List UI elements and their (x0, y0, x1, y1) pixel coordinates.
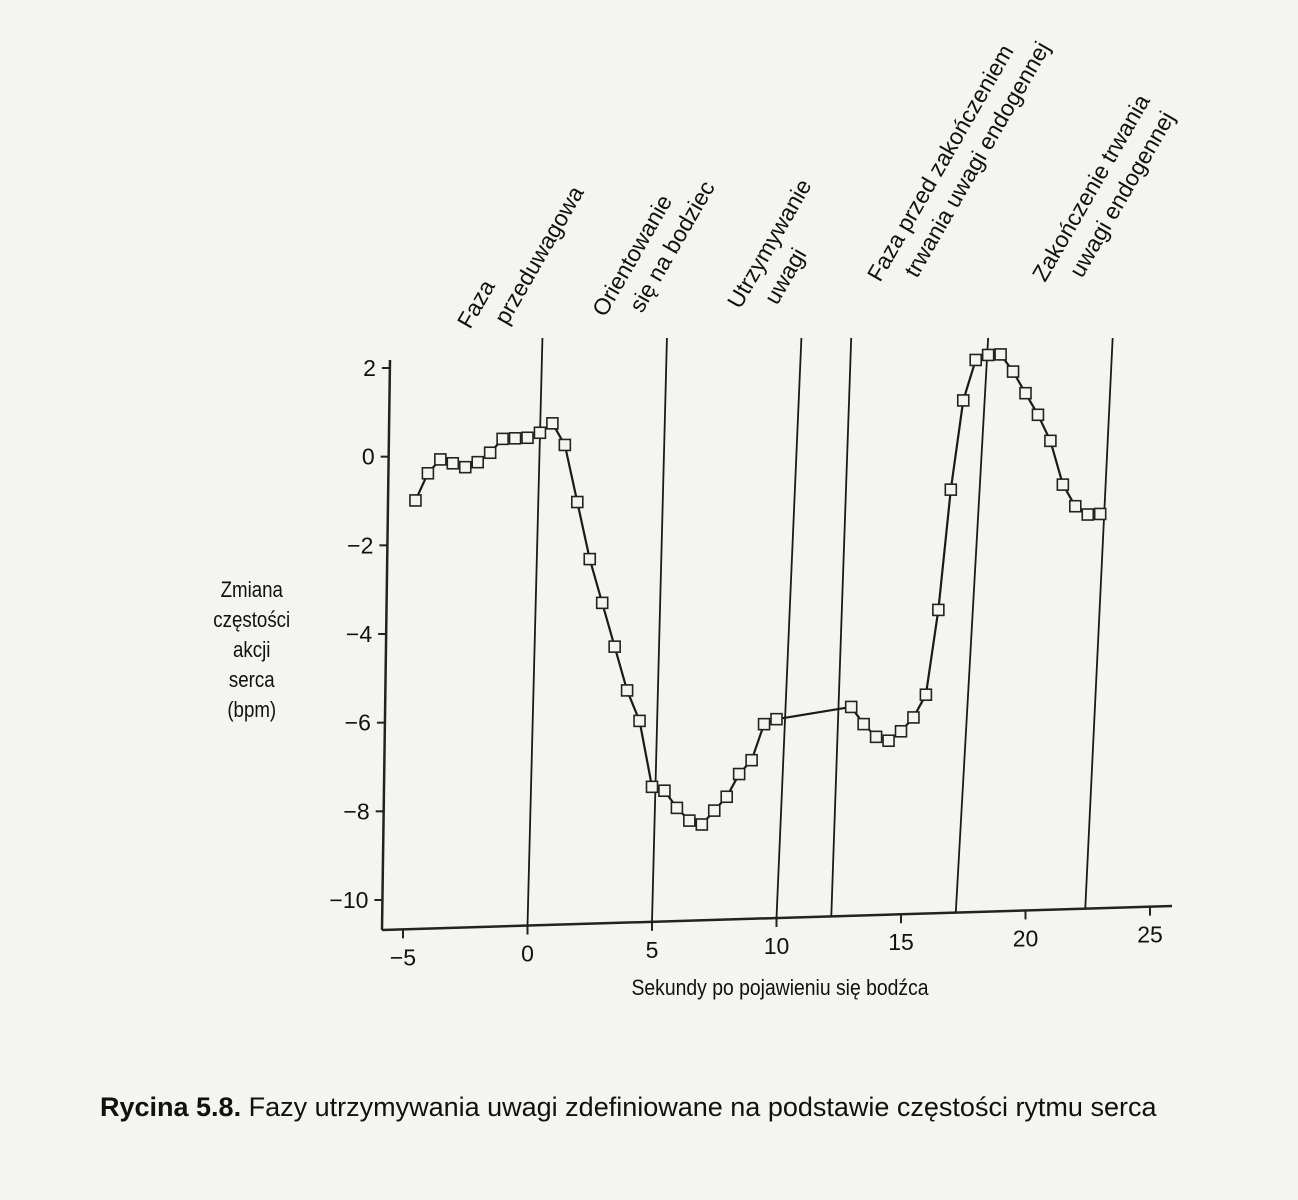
data-point (1093, 507, 1107, 521)
data-point (595, 596, 609, 610)
data-point (409, 494, 422, 507)
data-point (994, 348, 1007, 361)
data-point (745, 753, 758, 767)
phase-boundary-line (651, 337, 668, 922)
data-point (608, 640, 621, 653)
data-point (1056, 478, 1070, 491)
data-point (683, 814, 696, 827)
data-point (1081, 508, 1095, 521)
data-point (583, 552, 597, 566)
phase-boundary-line (830, 337, 853, 917)
y-axis-label-line: serca (228, 667, 275, 692)
y-axis-line (380, 359, 392, 931)
phase-label-line: przeduwagowa (489, 181, 589, 328)
figure-caption: Rycina 5.8. Fazy utrzymywania uwagi zdef… (100, 1090, 1270, 1124)
caption-text: Fazy utrzymywania uwagi zdefiniowane na … (241, 1092, 1157, 1122)
data-point (1044, 434, 1057, 448)
data-point (658, 784, 671, 798)
data-point (894, 724, 908, 738)
phase-boundary-line (1084, 337, 1114, 909)
phase-label-line: Faza (452, 275, 500, 332)
data-point (1069, 499, 1082, 513)
data-point (446, 456, 460, 470)
data-point (633, 714, 646, 728)
y-tick-label: −2 (347, 532, 373, 558)
y-tick-label: 0 (362, 444, 375, 470)
data-point (857, 717, 870, 731)
data-point (1031, 408, 1045, 422)
data-point (969, 353, 983, 367)
data-point (1019, 386, 1032, 400)
y-tick-label: −6 (345, 710, 371, 736)
data-point (707, 804, 721, 817)
axes (374, 359, 1173, 939)
phase-boundary-line (775, 337, 803, 919)
data-point (720, 790, 734, 804)
data-point (932, 603, 945, 617)
x-tick-label: 5 (646, 937, 659, 963)
data-point (546, 417, 559, 430)
data-point (458, 460, 472, 474)
y-axis-label-line: akcji (233, 637, 271, 662)
data-point (620, 684, 634, 697)
markers (409, 348, 1107, 831)
y-tick-label: −8 (343, 798, 369, 824)
data-point (471, 455, 485, 469)
heart-rate-line (414, 422, 777, 826)
data-point (508, 432, 522, 445)
x-tick-label: 25 (1137, 922, 1163, 948)
data-point (907, 711, 920, 724)
y-axis-label: Zmiana częstości akcji serca (bpm) (205, 575, 299, 725)
data-point (757, 717, 771, 731)
data-point (533, 426, 547, 440)
data-point (956, 394, 970, 407)
y-axis-label-line: Zmiana (220, 577, 283, 602)
data-point (919, 688, 933, 702)
x-tick-label: −5 (390, 944, 416, 970)
x-tick-label: 0 (521, 941, 534, 967)
y-axis-label-line: (bpm) (227, 697, 277, 722)
phase-lines (526, 337, 1114, 926)
phase-boundary-line (526, 337, 544, 926)
data-point (434, 453, 447, 466)
data-point (496, 432, 509, 446)
y-axis-label-line: częstości (213, 607, 291, 632)
caption-lead: Rycina 5.8. (100, 1092, 242, 1122)
data-point (882, 734, 895, 748)
x-tick-label: 20 (1013, 925, 1039, 951)
data-point (421, 466, 435, 480)
y-tick-label: 2 (363, 355, 376, 381)
data-point (645, 780, 659, 794)
x-axis-label: Sekundy po pojawieniu się bodźca (631, 975, 929, 1000)
phase-boundary-line (954, 337, 990, 913)
data-point (483, 446, 497, 460)
data-point (695, 818, 709, 831)
y-tick-label: −10 (329, 887, 368, 913)
data-point (770, 712, 783, 726)
data-point (558, 438, 572, 452)
y-tick-label: −4 (346, 621, 372, 647)
data-point (944, 483, 958, 496)
data-point (869, 730, 883, 744)
data-point (1006, 365, 1020, 378)
data-point (844, 700, 858, 714)
data-point (981, 348, 995, 362)
connector-line (776, 705, 852, 721)
data-point (670, 801, 684, 815)
x-tick-label: 15 (888, 929, 914, 955)
x-tick-label: 10 (764, 933, 790, 959)
data-point (521, 431, 534, 445)
data-point (570, 495, 584, 509)
data-point (732, 767, 746, 781)
